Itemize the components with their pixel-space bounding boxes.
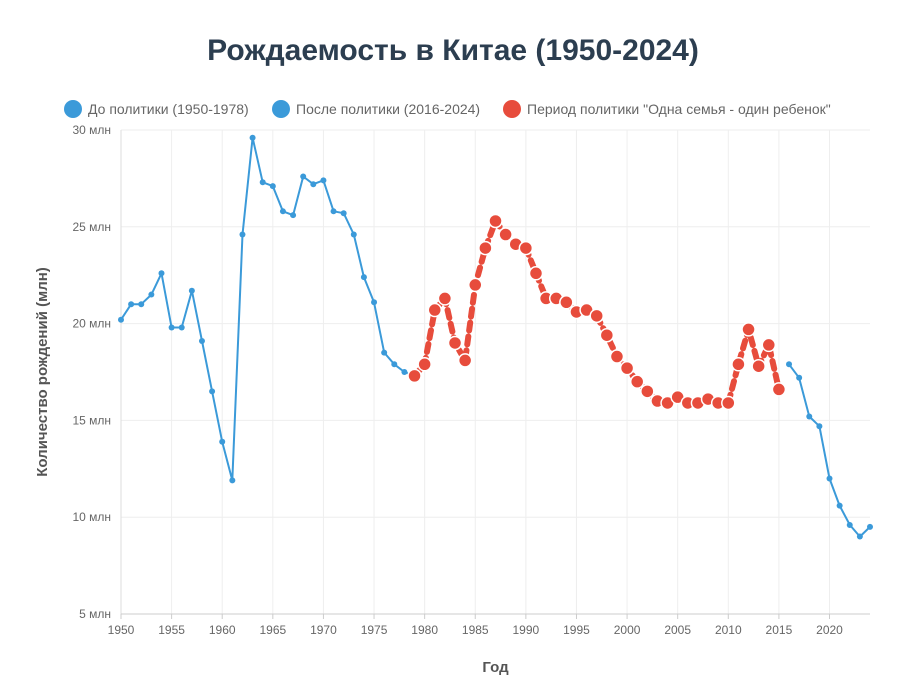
data-point-before-policy[interactable] (158, 270, 165, 277)
data-point-policy-period[interactable] (589, 308, 604, 324)
data-point-before-policy[interactable] (371, 299, 378, 306)
y-tick-label: 25 млн (72, 220, 111, 234)
data-point-before-policy[interactable] (320, 177, 327, 184)
y-axis-title: Количество рождений (млн) (34, 267, 51, 477)
series-line-before-policy (120, 136, 416, 482)
x-tick-label: 2020 (816, 623, 843, 637)
data-point-policy-period[interactable] (741, 322, 756, 337)
legend-swatch-policy-period (503, 100, 521, 118)
data-point-after-policy[interactable] (867, 523, 873, 530)
legend-item-after-policy[interactable]: После политики (2016-2024) (272, 100, 480, 118)
x-tick-label: 1965 (259, 623, 286, 637)
data-point-before-policy[interactable] (219, 438, 226, 445)
data-point-before-policy[interactable] (239, 231, 246, 238)
data-point-policy-period[interactable] (488, 213, 503, 229)
data-point-policy-period[interactable] (619, 360, 635, 376)
data-point-before-policy[interactable] (118, 316, 124, 323)
data-point-before-policy[interactable] (178, 324, 185, 331)
data-point-before-policy[interactable] (148, 291, 155, 298)
data-point-after-policy[interactable] (836, 502, 843, 509)
data-point-policy-period[interactable] (437, 291, 453, 306)
x-tick-label: 2010 (715, 623, 742, 637)
data-point-after-policy[interactable] (826, 475, 833, 482)
legend-item-before-policy[interactable]: До политики (1950-1978) (64, 100, 249, 118)
data-point-after-policy[interactable] (856, 533, 863, 540)
data-point-before-policy[interactable] (360, 274, 367, 281)
y-tick-label: 5 млн (79, 607, 111, 621)
data-point-before-policy[interactable] (188, 287, 195, 294)
data-point-before-policy[interactable] (330, 208, 337, 215)
data-point-after-policy[interactable] (786, 361, 793, 368)
data-point-before-policy[interactable] (340, 210, 347, 217)
data-point-before-policy[interactable] (300, 173, 307, 180)
data-point-before-policy[interactable] (350, 231, 357, 238)
data-point-policy-period[interactable] (629, 374, 645, 389)
data-point-before-policy[interactable] (279, 208, 286, 215)
data-point-policy-period[interactable] (417, 357, 432, 372)
data-point-policy-period[interactable] (468, 277, 483, 293)
x-tick-label: 2005 (664, 623, 691, 637)
data-point-policy-period[interactable] (528, 266, 544, 281)
chart-title: Рождаемость в Китае (1950-2024) (207, 34, 699, 67)
data-point-policy-period[interactable] (498, 227, 513, 242)
data-point-after-policy[interactable] (796, 374, 803, 381)
legend-item-policy-period[interactable]: Период политики "Одна семья - один ребен… (503, 100, 831, 118)
legend-swatch-after-policy (272, 100, 290, 118)
data-point-before-policy[interactable] (229, 477, 236, 484)
data-point-policy-period[interactable] (447, 335, 463, 351)
data-point-policy-period[interactable] (609, 349, 625, 364)
data-point-after-policy[interactable] (806, 413, 813, 420)
data-point-before-policy[interactable] (128, 301, 135, 308)
x-tick-label: 1950 (108, 623, 135, 637)
data-point-policy-period[interactable] (731, 357, 746, 372)
x-tick-label: 1955 (158, 623, 185, 637)
data-point-policy-period[interactable] (457, 353, 473, 368)
x-tick-label: 1995 (563, 623, 590, 637)
data-point-before-policy[interactable] (391, 361, 398, 368)
data-point-before-policy[interactable] (138, 301, 145, 308)
legend-swatch-before-policy (64, 100, 82, 118)
legend-label-before-policy: До политики (1950-1978) (88, 101, 249, 117)
x-tick-label: 2015 (766, 623, 793, 637)
data-point-before-policy[interactable] (310, 181, 317, 188)
data-point-policy-period[interactable] (721, 395, 736, 411)
data-point-before-policy[interactable] (249, 134, 256, 141)
y-tick-label: 15 млн (72, 413, 111, 427)
x-tick-label: 1985 (462, 623, 489, 637)
x-axis-title: Год (482, 659, 509, 676)
y-tick-label: 10 млн (72, 510, 111, 524)
x-tick-label: 2000 (614, 623, 641, 637)
data-point-after-policy[interactable] (846, 521, 853, 528)
y-tick-label: 20 млн (72, 317, 111, 331)
legend-label-policy-period: Период политики "Одна семья - один ребен… (527, 101, 831, 117)
data-point-before-policy[interactable] (198, 338, 205, 345)
legend: До политики (1950-1978) После политики (… (0, 100, 906, 122)
x-tick-label: 1990 (513, 623, 540, 637)
data-point-before-policy[interactable] (290, 212, 297, 219)
data-point-policy-period[interactable] (427, 302, 443, 318)
x-tick-label: 1975 (361, 623, 388, 637)
data-point-before-policy[interactable] (269, 183, 276, 190)
data-point-before-policy[interactable] (168, 324, 175, 331)
data-point-policy-period[interactable] (761, 337, 777, 353)
data-point-policy-period[interactable] (771, 382, 787, 397)
data-point-policy-period[interactable] (559, 295, 574, 310)
data-point-policy-period[interactable] (518, 240, 534, 256)
data-point-before-policy[interactable] (209, 388, 216, 395)
data-point-policy-period[interactable] (407, 368, 422, 384)
legend-label-after-policy: После политики (2016-2024) (296, 101, 481, 117)
data-point-before-policy[interactable] (401, 369, 408, 375)
data-point-before-policy[interactable] (259, 179, 266, 186)
data-point-policy-period[interactable] (640, 384, 655, 399)
data-point-policy-period[interactable] (751, 358, 766, 374)
x-tick-label: 1960 (209, 623, 236, 637)
y-tick-label: 30 млн (72, 123, 111, 137)
data-point-policy-period[interactable] (599, 327, 615, 343)
data-point-after-policy[interactable] (816, 423, 823, 430)
x-tick-label: 1970 (310, 623, 337, 637)
data-point-policy-period[interactable] (478, 240, 493, 256)
data-point-before-policy[interactable] (381, 349, 388, 356)
x-tick-label: 1980 (411, 623, 438, 637)
